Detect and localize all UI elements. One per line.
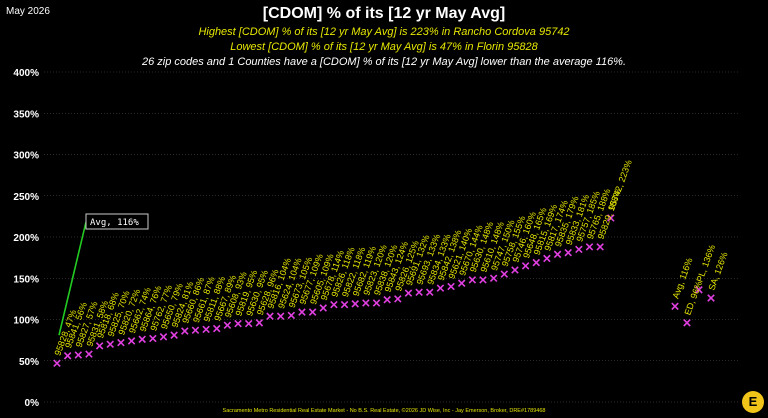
data-point-marker: [277, 313, 283, 319]
data-point-marker: [331, 301, 337, 307]
data-point-marker: [96, 343, 102, 349]
data-point-marker: [522, 263, 528, 269]
data-point-marker: [160, 334, 166, 340]
data-point-marker: [480, 277, 486, 283]
data-point-marker: [373, 300, 379, 306]
data-point-marker: [320, 305, 326, 311]
data-point-marker: [512, 267, 518, 273]
data-point-marker: [708, 295, 714, 301]
data-point-marker: [384, 297, 390, 303]
brand-logo: E: [742, 391, 764, 413]
data-point-marker: [107, 341, 113, 347]
data-point-marker: [544, 255, 550, 261]
y-tick-label: 250%: [13, 192, 39, 203]
data-point-marker: [501, 271, 507, 277]
data-point-marker: [684, 320, 690, 326]
data-point-marker: [203, 326, 209, 332]
avg-callout-text: Avg, 116%: [90, 218, 139, 228]
data-point-marker: [246, 320, 252, 326]
data-point-label: ED, 96%: [682, 280, 704, 317]
data-point-marker: [586, 244, 592, 250]
data-point-marker: [533, 259, 539, 265]
data-point-marker: [416, 289, 422, 295]
data-point-marker: [192, 327, 198, 333]
data-point-label: 95742, 223%: [606, 158, 634, 211]
data-point-marker: [64, 353, 70, 359]
data-point-marker: [224, 322, 230, 328]
data-point-marker: [437, 285, 443, 291]
data-point-marker: [75, 352, 81, 358]
data-point-marker: [150, 335, 156, 341]
data-point-marker: [118, 339, 124, 345]
data-point-marker: [288, 312, 294, 318]
y-tick-label: 400%: [13, 68, 39, 79]
data-point-marker: [405, 290, 411, 296]
footer-credit: Sacramento Metro Residential Real Estate…: [0, 408, 768, 414]
data-point-marker: [427, 289, 433, 295]
data-point-marker: [214, 325, 220, 331]
data-point-marker: [86, 351, 92, 357]
data-point-marker: [309, 309, 315, 315]
y-tick-label: 100%: [13, 316, 39, 327]
data-point-marker: [565, 249, 571, 255]
data-point-marker: [182, 328, 188, 334]
data-point-marker: [672, 303, 678, 309]
data-point-marker: [576, 246, 582, 252]
y-tick-label: 150%: [13, 274, 39, 285]
data-point-marker: [597, 244, 603, 250]
data-point-marker: [267, 313, 273, 319]
data-point-marker: [256, 320, 262, 326]
y-tick-label: 200%: [13, 233, 39, 244]
data-point-marker: [395, 296, 401, 302]
data-point-marker: [341, 301, 347, 307]
data-point-marker: [235, 320, 241, 326]
data-point-marker: [469, 277, 475, 283]
data-point-marker: [299, 309, 305, 315]
data-point-marker: [554, 251, 560, 257]
data-point-marker: [128, 338, 134, 344]
data-point-marker: [459, 280, 465, 286]
data-point-marker: [363, 300, 369, 306]
y-tick-label: 350%: [13, 109, 39, 120]
data-point-marker: [352, 301, 358, 307]
y-tick-label: 300%: [13, 151, 39, 162]
data-point-marker: [448, 283, 454, 289]
data-point-marker: [171, 332, 177, 338]
y-tick-label: 50%: [19, 357, 39, 368]
data-point-marker: [139, 336, 145, 342]
